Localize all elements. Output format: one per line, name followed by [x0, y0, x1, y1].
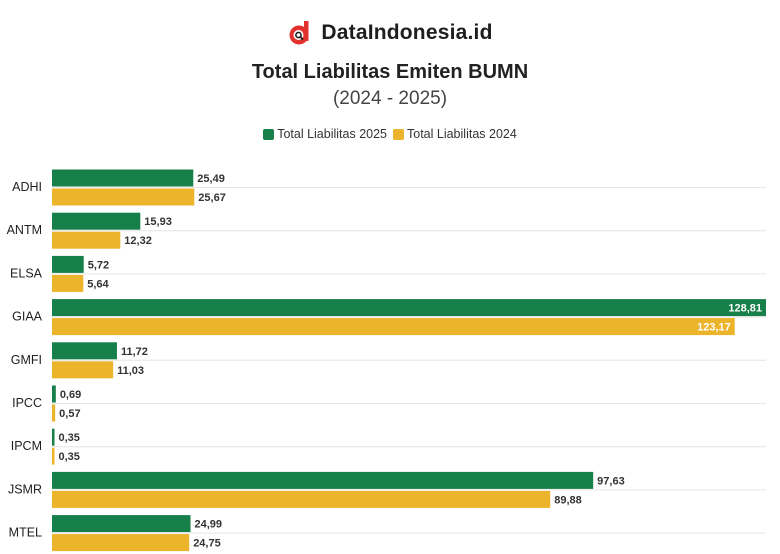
- category-label-gmfi: GMFI: [11, 353, 42, 367]
- chart-legend: Total Liabilitas 2025 Total Liabilitas 2…: [0, 127, 780, 141]
- bar-gmfi-2024: [52, 361, 114, 379]
- data-label-ipcm-2024: 0,35: [59, 451, 80, 463]
- category-label-antm: ANTM: [7, 223, 42, 237]
- data-label-gmfi-2025: 11,72: [121, 346, 148, 358]
- bar-giaa-2025: [52, 299, 766, 317]
- bar-adhi-2024: [52, 188, 195, 206]
- legend-label-2025: Total Liabilitas 2025: [277, 127, 387, 141]
- bar-antm-2024: [52, 231, 121, 249]
- data-label-gmfi-2024: 11,03: [117, 365, 144, 377]
- bar-giaa-2024: [52, 318, 735, 336]
- data-label-giaa-2024: 123,17: [697, 322, 731, 334]
- data-label-ipcc-2024: 0,57: [59, 408, 80, 420]
- legend-swatch-2024: [393, 128, 404, 140]
- category-label-adhi: ADHI: [12, 180, 42, 194]
- bar-ipcm-2024: [52, 447, 55, 465]
- bar-gmfi-2025: [52, 342, 117, 360]
- category-label-jsmr: JSMR: [8, 482, 42, 496]
- brand-header: DataIndonesia.id: [0, 18, 780, 48]
- category-label-mtel: MTEL: [9, 526, 42, 540]
- category-label-ipcm: IPCM: [11, 439, 42, 453]
- data-label-antm-2024: 12,32: [124, 235, 152, 247]
- data-label-adhi-2025: 25,49: [197, 173, 225, 185]
- bar-adhi-2025: [52, 169, 194, 187]
- data-label-mtel-2024: 24,75: [193, 538, 221, 550]
- dataindonesia-logo-icon: [289, 21, 309, 45]
- bar-ipcc-2025: [52, 385, 56, 403]
- legend-item-2024[interactable]: Total Liabilitas 2024: [393, 127, 517, 141]
- category-label-ipcc: IPCC: [12, 396, 42, 410]
- data-label-ipcm-2025: 0,35: [59, 432, 80, 444]
- data-label-giaa-2025: 128,81: [728, 303, 762, 315]
- data-label-elsa-2025: 5,72: [88, 259, 109, 271]
- bar-mtel-2025: [52, 515, 191, 533]
- bar-jsmr-2025: [52, 471, 594, 489]
- legend-label-2024: Total Liabilitas 2024: [407, 127, 517, 141]
- data-label-elsa-2024: 5,64: [87, 278, 109, 290]
- data-label-jsmr-2025: 97,63: [597, 475, 625, 487]
- bar-elsa-2025: [52, 255, 84, 273]
- data-label-antm-2025: 15,93: [144, 216, 172, 228]
- chart-subtitle: (2024 - 2025): [332, 88, 448, 109]
- bar-antm-2025: [52, 212, 141, 230]
- bar-elsa-2024: [52, 274, 84, 292]
- data-label-jsmr-2024: 89,88: [554, 494, 582, 506]
- category-label-giaa: GIAA: [12, 310, 43, 324]
- legend-item-2025[interactable]: Total Liabilitas 2025: [263, 127, 387, 141]
- data-label-adhi-2024: 25,67: [198, 192, 226, 204]
- bar-mtel-2024: [52, 534, 190, 552]
- category-label-elsa: ELSA: [10, 266, 43, 280]
- chart-title: Total Liabilitas Emiten BUMN: [251, 61, 529, 83]
- brand-name: DataIndonesia.id: [321, 21, 493, 44]
- bar-ipcm-2025: [52, 428, 55, 446]
- data-label-mtel-2025: 24,99: [195, 519, 223, 531]
- data-label-ipcc-2025: 0,69: [60, 389, 81, 401]
- bar-jsmr-2024: [52, 490, 551, 508]
- legend-swatch-2025: [263, 128, 275, 140]
- bar-ipcc-2024: [52, 404, 56, 422]
